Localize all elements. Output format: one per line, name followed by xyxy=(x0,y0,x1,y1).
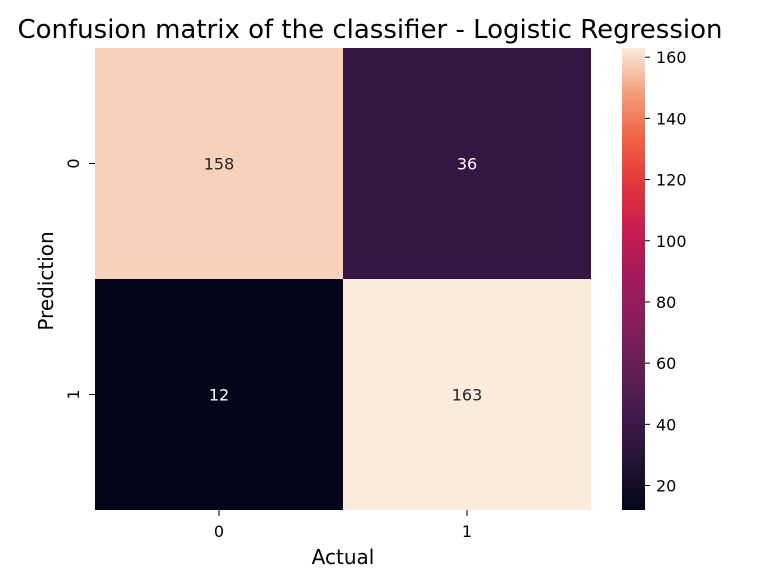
heatmap-cells: 158 36 12 163 xyxy=(95,48,591,510)
heatmap-cell xyxy=(95,48,343,279)
colorbar-tick-label: 100 xyxy=(656,232,687,251)
cell-value-label: 163 xyxy=(452,386,483,405)
colorbar-tick-label: 160 xyxy=(656,48,687,67)
colorbar-tick-label: 20 xyxy=(656,477,676,496)
x-tick-label: 1 xyxy=(462,522,472,541)
colorbar-tick-label: 80 xyxy=(656,293,676,312)
cell-value-label: 12 xyxy=(209,386,229,405)
chart-title: Confusion matrix of the classifier - Log… xyxy=(17,15,722,45)
colorbar-ticks: 20 40 60 80 100 120 140 160 xyxy=(645,48,687,496)
colorbar-tick-label: 60 xyxy=(656,354,676,373)
cell-value-label: 36 xyxy=(457,155,477,174)
heatmap-cell xyxy=(343,279,591,510)
heatmap-cell xyxy=(95,279,343,510)
y-axis-label: Prediction xyxy=(34,231,58,330)
colorbar-tick-label: 120 xyxy=(656,171,687,190)
y-tick-label: 1 xyxy=(64,389,83,399)
colorbar-tick-label: 40 xyxy=(656,415,676,434)
heatmap-cell xyxy=(343,48,591,279)
y-axis-ticks: 01 xyxy=(64,158,95,400)
colorbar xyxy=(622,48,645,510)
y-tick-label: 0 xyxy=(64,158,83,168)
cell-value-label: 158 xyxy=(204,155,235,174)
x-tick-label: 0 xyxy=(214,522,224,541)
x-axis-label: Actual xyxy=(312,545,375,569)
colorbar-tick-label: 140 xyxy=(656,109,687,128)
